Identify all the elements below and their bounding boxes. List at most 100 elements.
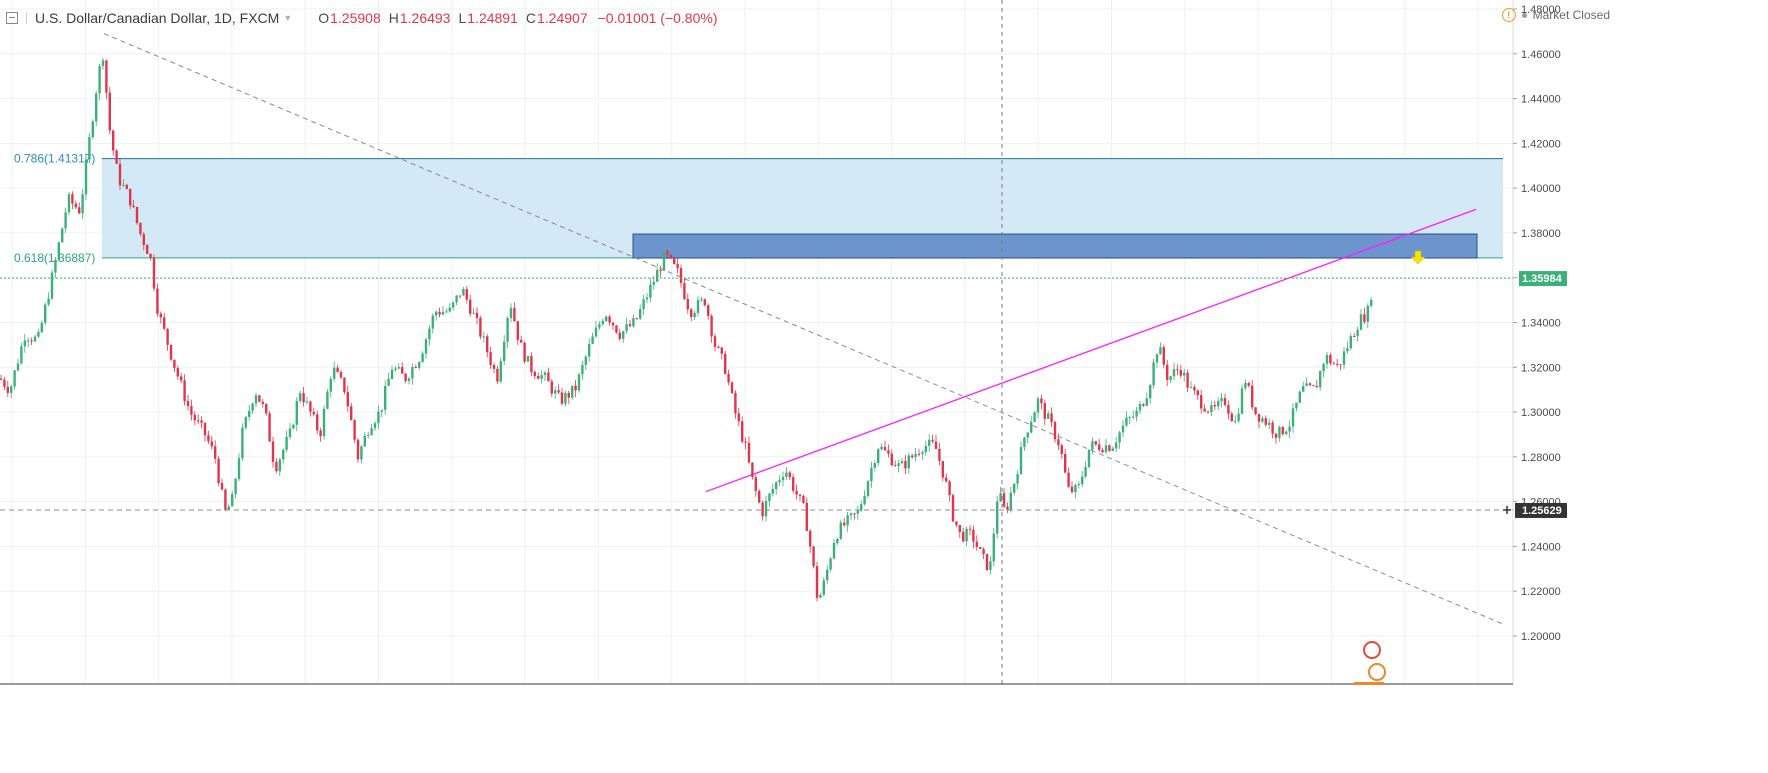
candle-body [499,361,502,382]
candle-body [734,392,737,414]
candle-body [792,477,795,491]
candle-body [441,311,445,315]
price-tick-label: 1.28000 [1521,452,1561,464]
candle-body [866,481,870,497]
candle-body [958,525,961,533]
candle-body [458,295,462,297]
price-axis[interactable]: 1.48000 1.46000 1.44000 1.42000 1.40000 1.380… [0,0,1568,773]
trendlines[interactable] [103,0,1503,684]
candle-body [615,325,618,333]
candle-body [730,382,734,393]
candle-body [1237,413,1240,421]
candle-body [1346,348,1349,352]
event-flag-icon[interactable] [1363,641,1381,659]
candle-body [84,159,88,195]
candle-body [880,446,883,450]
candle-body [979,546,982,549]
candle-body [1227,405,1230,414]
candle-body [761,502,764,517]
candle-body [870,467,873,482]
candle-body [805,502,808,531]
price-tick-label: 1.42000 [1521,138,1561,150]
candle-body [462,289,465,296]
candle-body [377,411,380,424]
candle-body [1220,397,1223,402]
candle-body [1322,363,1325,372]
candle-body [428,328,431,340]
candle-body [931,439,934,442]
resistance-zone[interactable] [632,233,1478,259]
candle-body [397,367,400,369]
candle-body [112,130,115,151]
candle-body [1319,371,1322,388]
candle-body [795,490,798,495]
candle-body [1186,372,1189,388]
candle-body [962,532,965,542]
candle-body [1013,483,1016,493]
candle-body [934,441,938,449]
candle-body [849,513,853,516]
candle-body [1159,347,1162,355]
symbol-title[interactable]: U.S. Dollar/Canadian Dollar, 1D, FXCM [35,10,280,26]
ascending-trendline[interactable] [705,208,1477,493]
candle-body [628,324,632,327]
candle-body [1356,329,1359,337]
fib-retracement[interactable]: 0.786(1.41317) 0.618(1.36887) [14,152,1503,265]
candle-body [1223,397,1227,406]
candle-body [404,373,407,382]
candle-body [588,343,591,357]
candle-body [717,346,720,348]
candle-body [50,272,54,299]
candle-body [1329,355,1332,364]
candle-body [71,194,74,204]
candle-body [605,316,608,321]
candle-body [812,546,815,567]
candle-body [492,365,496,369]
candle-body [1302,386,1305,392]
candle-body [1074,484,1077,493]
candle-body [316,414,319,431]
descending-trendline[interactable] [103,33,1503,625]
candle-body [1094,441,1097,445]
market-status-text: Market Closed [1532,8,1610,22]
price-tick-label: 1.22000 [1521,586,1561,598]
open-label: O [318,10,330,26]
event-flag-icon[interactable] [1368,663,1386,681]
candle-body [894,465,897,467]
candle-body [156,288,159,314]
candle-body [815,566,819,598]
chevron-down-icon[interactable]: ▼ [283,13,293,23]
collapse-icon[interactable] [6,12,18,24]
candle-body [339,372,343,378]
candle-body [560,392,564,404]
candle-body [1254,407,1257,415]
candle-body [1006,506,1009,510]
candle-body [295,401,298,425]
candle-body [23,340,26,347]
price-tick-label: 1.24000 [1521,541,1561,553]
candle-body [98,65,101,94]
candle-body [1271,422,1274,434]
candle-body [1366,305,1369,322]
candle-body [1176,369,1179,371]
candle-body [809,530,812,547]
candle-body [1142,404,1145,406]
candle-body [669,254,672,258]
candle-body [955,521,958,526]
candle-body [346,392,349,407]
candle-body [210,441,213,447]
candle-body [200,420,203,423]
candle-body [435,311,438,316]
candle-body [1217,401,1220,407]
candle-body [574,385,577,391]
candle-body [455,295,458,303]
candle-body [261,401,264,404]
candle-body [47,298,50,305]
candle-body [421,353,424,363]
price-tick-label: 1.46000 [1521,49,1561,61]
warning-icon[interactable]: ! [1501,8,1516,22]
candle-body [1183,372,1186,376]
candle-body [819,594,822,598]
